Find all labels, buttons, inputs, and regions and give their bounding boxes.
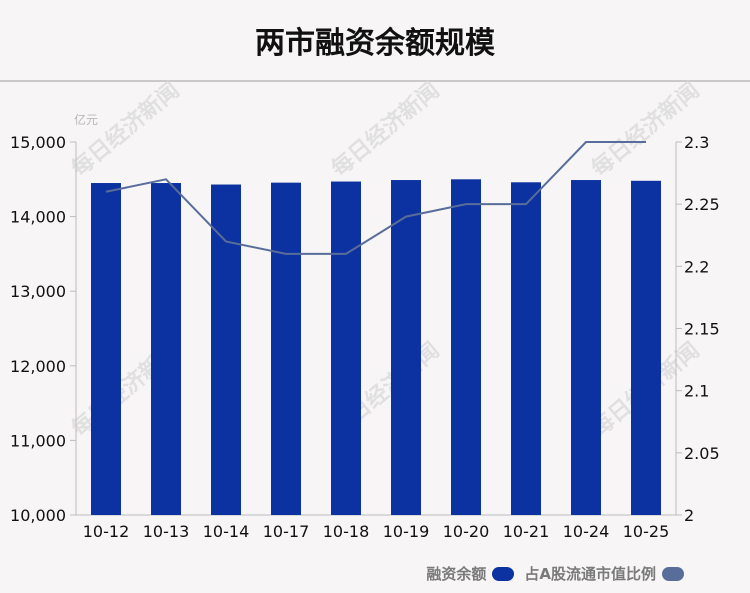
- y-right-tick-label: 2.2: [684, 257, 709, 276]
- legend-swatch-bar: [492, 566, 515, 581]
- ratio-line: [105, 141, 646, 255]
- y-left-tick-label: 13,000: [10, 282, 66, 301]
- y-left-tick-label: 10,000: [10, 506, 66, 525]
- y-right-tick-label: 2.25: [684, 195, 720, 214]
- bar-series: [91, 179, 661, 516]
- x-tick-label: 10-24: [563, 522, 610, 541]
- x-tick-label: 10-21: [503, 522, 550, 541]
- bar-10-18: [331, 181, 361, 515]
- bar-10-25: [631, 180, 661, 516]
- x-tick-label: 10-25: [623, 522, 670, 541]
- x-tick-label: 10-13: [143, 522, 190, 541]
- bar-10-20: [451, 179, 481, 516]
- bar-10-13: [151, 183, 181, 515]
- x-tick-label: 10-17: [263, 522, 310, 541]
- watermark-text: 每日经济新闻: [587, 77, 705, 182]
- legend: 融资余额 占A股流通市值比例: [426, 563, 684, 584]
- bar-10-17: [271, 182, 301, 516]
- y-left-unit-label: 亿元: [74, 112, 98, 127]
- x-tick-label: 10-19: [383, 522, 430, 541]
- y-right-tick-label: 2.05: [684, 444, 720, 463]
- y-left-tick-label: 14,000: [10, 208, 66, 227]
- bar-10-19: [391, 180, 421, 515]
- y-right-tick-label: 2: [684, 506, 694, 525]
- x-tick-label: 10-18: [323, 522, 370, 541]
- watermark-text: 每日经济新闻: [327, 77, 445, 182]
- line-series: [105, 141, 647, 255]
- watermark-text: 每日经济新闻: [67, 77, 185, 182]
- title-divider: [0, 80, 750, 82]
- y-left-tick-label: 15,000: [10, 133, 66, 152]
- bar-10-21: [511, 182, 541, 515]
- y-left-tick-label: 12,000: [10, 357, 66, 376]
- legend-label-ratio: 占A股流通市值比例: [524, 565, 656, 583]
- axes: 10,000 11,000 12,000 13,000 14,000 15,000 亿元 2 2…: [10, 112, 720, 525]
- x-tick-label: 10-14: [203, 522, 250, 541]
- y-right-tick-label: 2.15: [684, 320, 720, 339]
- x-tick-label: 10-12: [83, 522, 130, 541]
- y-right-tick-label: 2.1: [684, 382, 709, 401]
- bar-10-12: [91, 183, 121, 515]
- legend-item-ratio[interactable]: 占A股流通市值比例: [524, 563, 684, 584]
- chart-title: 两市融资余额规模: [255, 26, 495, 61]
- x-tick-label: 10-20: [443, 522, 490, 541]
- legend-swatch-line: [662, 566, 684, 581]
- x-tick-labels: 10-12 10-13 10-14 10-17 10-18 10-19 10-20 10-21…: [83, 522, 670, 541]
- bar-10-24: [571, 180, 601, 515]
- y-right-tick-label: 2.3: [684, 133, 709, 152]
- legend-item-margin-balance[interactable]: 融资余额: [426, 563, 515, 584]
- bar-10-14: [211, 184, 241, 515]
- y-left-tick-label: 11,000: [10, 431, 66, 450]
- legend-label-margin-balance: 融资余额: [426, 565, 487, 583]
